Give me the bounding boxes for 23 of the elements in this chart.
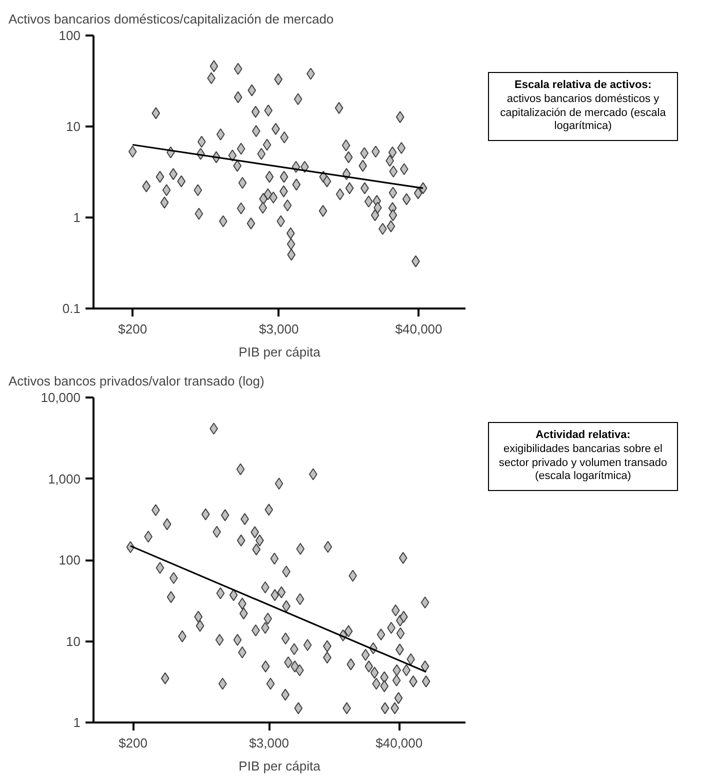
y-tick-label: 10: [66, 119, 81, 134]
y-tick-label: 1: [73, 210, 81, 225]
y-tick-label: 10,000: [40, 390, 81, 405]
y-tick-label: 1: [73, 715, 81, 730]
text: Escala relativa de activos:: [514, 79, 652, 91]
text: activos bancarios domésticos y capitalización de mercado (escala logarítmica): [500, 92, 666, 132]
y-tick-label: 0.1: [62, 301, 81, 316]
text: Actividad relativa:: [536, 429, 630, 441]
x-tick-label: $40,000: [395, 322, 442, 336]
y-tick-label: 100: [58, 552, 81, 568]
chart-title: Activos bancos privados/valor transado (log): [8, 374, 264, 388]
chart-title: Activos bancarios domésticos/capitalización de mercado: [8, 12, 334, 26]
x-tick-label: $3,000: [249, 736, 289, 750]
text: exigibilidades bancarias sobre el sector privado y volumen transado (escala logarítmica): [498, 442, 668, 482]
y-tick-label: 100: [58, 28, 81, 43]
y-tick-label: 10: [66, 634, 81, 649]
x-axis-title: PIB per cápita: [238, 758, 322, 774]
y-tick-label: 1,000: [48, 471, 81, 486]
x-tick-label: $200: [118, 322, 148, 336]
x-tick-label: $200: [118, 736, 148, 750]
x-axis-title: PIB per cápita: [238, 344, 322, 360]
x-tick-label: $40,000: [376, 736, 423, 750]
x-tick-label: $3,000: [258, 322, 299, 336]
